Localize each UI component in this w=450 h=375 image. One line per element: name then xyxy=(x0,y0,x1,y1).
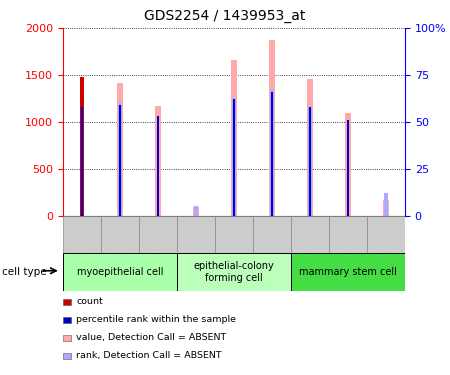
Text: rank, Detection Call = ABSENT: rank, Detection Call = ABSENT xyxy=(76,351,222,360)
Bar xyxy=(291,216,329,253)
Text: mammary stem cell: mammary stem cell xyxy=(299,267,397,277)
Text: epithelial-colony
forming cell: epithelial-colony forming cell xyxy=(194,261,274,283)
Bar xyxy=(230,60,238,216)
Bar xyxy=(232,98,236,216)
Bar xyxy=(81,107,83,216)
Text: cell type: cell type xyxy=(2,267,47,277)
Bar xyxy=(118,103,122,216)
Bar xyxy=(101,216,139,253)
Bar xyxy=(157,116,159,216)
Bar xyxy=(215,216,253,253)
Bar xyxy=(233,99,235,216)
Bar xyxy=(177,216,215,253)
Bar xyxy=(306,79,313,216)
Bar xyxy=(309,107,311,216)
Bar xyxy=(63,253,177,291)
Bar xyxy=(291,253,405,291)
Bar xyxy=(139,216,177,253)
Bar xyxy=(63,216,101,253)
Text: count: count xyxy=(76,297,103,306)
Bar xyxy=(269,40,275,216)
Bar xyxy=(80,77,84,216)
Bar xyxy=(155,106,162,216)
Bar xyxy=(271,92,273,216)
Bar xyxy=(119,105,121,216)
Bar xyxy=(329,216,367,253)
Bar xyxy=(367,216,405,253)
Text: GDS2254 / 1439953_at: GDS2254 / 1439953_at xyxy=(144,9,306,23)
Bar xyxy=(347,120,349,216)
Text: percentile rank within the sample: percentile rank within the sample xyxy=(76,315,237,324)
Bar xyxy=(117,82,123,216)
Bar xyxy=(270,90,274,216)
Bar xyxy=(345,112,351,216)
Bar xyxy=(253,216,291,253)
Text: myoepithelial cell: myoepithelial cell xyxy=(77,267,163,277)
Text: value, Detection Call = ABSENT: value, Detection Call = ABSENT xyxy=(76,333,227,342)
Bar xyxy=(177,253,291,291)
Bar xyxy=(193,207,199,216)
Bar xyxy=(384,193,388,216)
Bar xyxy=(308,107,312,216)
Bar xyxy=(382,200,389,216)
Bar xyxy=(194,206,198,216)
